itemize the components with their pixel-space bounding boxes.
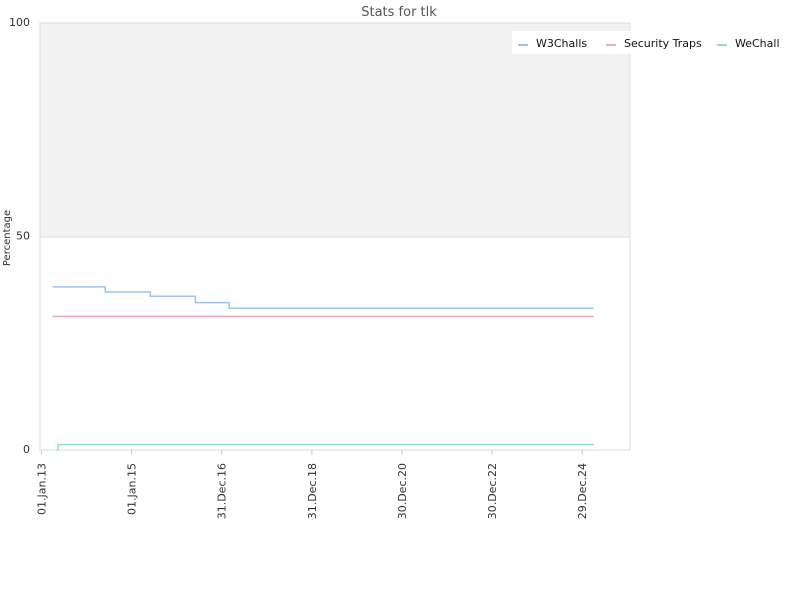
legend: W3Challs Security Traps WeChall <box>512 31 782 54</box>
x-tick-label: 29.Dec.24 <box>576 463 589 519</box>
series-layer <box>52 286 594 451</box>
y-axis-label: Percentage <box>2 210 13 266</box>
y-tick-label: 50 <box>16 230 30 243</box>
chart-title: Stats for tlk <box>361 5 437 20</box>
x-tick-label: 01.Jan.13 <box>35 463 48 515</box>
y-tick-label: 0 <box>23 443 30 456</box>
legend-label: Security Traps <box>624 37 702 50</box>
legend-label: W3Challs <box>536 37 587 50</box>
x-tick-label: 30.Dec.22 <box>486 463 499 519</box>
x-tick-label: 31.Dec.16 <box>216 463 229 519</box>
series-line-wechall <box>56 443 594 451</box>
x-ticks: 01.Jan.13 01.Jan.15 31.Dec.16 31.Dec.18 30.D… <box>35 450 589 519</box>
x-tick-label: 01.Jan.15 <box>126 463 139 515</box>
x-tick-label: 31.Dec.18 <box>306 463 319 519</box>
x-tick-label: 30.Dec.20 <box>396 463 409 519</box>
y-tick-label: 100 <box>9 16 30 29</box>
legend-label: WeChall <box>735 37 780 50</box>
y-ticks: 0 50 100 <box>9 16 30 456</box>
legend-box <box>512 31 782 54</box>
series-line-w3challs <box>52 286 594 309</box>
upper-band <box>40 23 630 237</box>
